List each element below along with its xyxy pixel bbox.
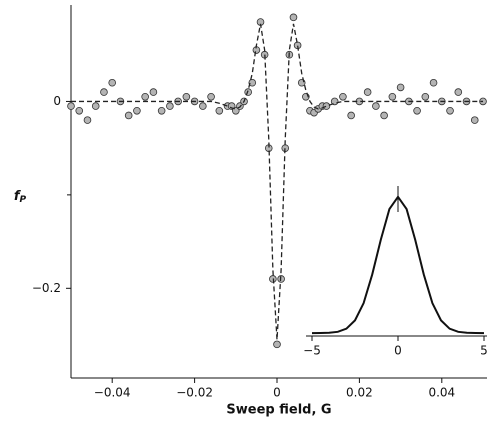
- data-line: [71, 23, 483, 340]
- data-point: [454, 88, 463, 96]
- data-point: [347, 111, 355, 120]
- data-point: [380, 111, 388, 120]
- data-point: [396, 83, 405, 92]
- x-tick-label: 0: [394, 344, 402, 358]
- data-point: [388, 92, 397, 101]
- data-point: [289, 13, 298, 22]
- data-point: [372, 102, 380, 110]
- x-tick-label: −0.02: [176, 386, 213, 400]
- data-point: [166, 102, 174, 110]
- data-point: [429, 78, 438, 87]
- y-axis-label: fP: [14, 189, 27, 205]
- y-label-sub: P: [20, 195, 27, 205]
- data-point: [215, 106, 224, 115]
- data-point: [207, 92, 215, 101]
- x-tick-label: −5: [303, 344, 321, 358]
- data-point: [100, 88, 108, 96]
- data-point: [91, 102, 100, 110]
- data-point: [182, 92, 191, 101]
- x-tick-label: −0.04: [94, 386, 131, 400]
- data-point: [149, 88, 158, 96]
- data-point: [470, 116, 479, 124]
- y-tick-label: −0.2: [32, 281, 61, 295]
- data-point: [67, 102, 75, 110]
- data-point: [248, 78, 257, 87]
- data-point: [446, 106, 454, 115]
- y-label-main: f: [14, 189, 22, 204]
- data-point: [339, 92, 347, 101]
- data-point: [363, 88, 372, 96]
- data-point: [199, 102, 207, 110]
- x-tick-label: 0: [273, 386, 281, 400]
- data-point: [124, 111, 133, 120]
- data-point: [133, 106, 141, 115]
- data-point: [75, 106, 84, 115]
- data-point: [141, 92, 149, 101]
- x-tick-label: 0.04: [428, 386, 455, 400]
- y-tick-label: 0: [53, 94, 61, 108]
- data-point: [157, 106, 166, 115]
- data-point: [413, 106, 421, 115]
- data-point: [83, 116, 92, 124]
- data-line: [311, 195, 485, 335]
- data-point: [273, 340, 281, 349]
- x-tick-label: 0.02: [346, 386, 373, 400]
- x-tick-label: 5: [480, 344, 488, 358]
- data-point: [108, 78, 116, 87]
- data-point: [421, 92, 430, 101]
- data-point: [330, 97, 339, 106]
- x-axis-label: Sweep field, G: [226, 403, 331, 418]
- data-point: [297, 78, 306, 87]
- data-point: [322, 102, 331, 110]
